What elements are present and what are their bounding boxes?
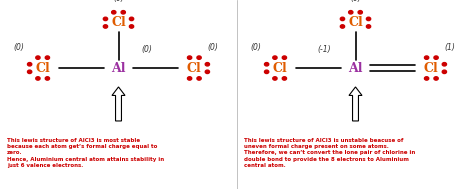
Circle shape — [366, 17, 371, 21]
Text: Al: Al — [111, 62, 126, 74]
Circle shape — [442, 63, 447, 66]
Circle shape — [282, 77, 286, 80]
Text: Cl: Cl — [111, 16, 126, 29]
Text: Cl: Cl — [35, 62, 50, 74]
Text: (0): (0) — [251, 43, 261, 52]
Circle shape — [348, 11, 353, 14]
Circle shape — [340, 25, 345, 28]
Circle shape — [187, 56, 191, 59]
Circle shape — [273, 56, 277, 59]
Circle shape — [340, 17, 345, 21]
Circle shape — [36, 56, 40, 59]
Circle shape — [103, 25, 108, 28]
Circle shape — [197, 77, 201, 80]
FancyArrow shape — [349, 87, 362, 121]
Circle shape — [273, 77, 277, 80]
Text: Cl: Cl — [348, 16, 363, 29]
Circle shape — [45, 56, 49, 59]
Circle shape — [358, 11, 362, 14]
Text: (0): (0) — [350, 0, 361, 3]
Text: Al: Al — [348, 62, 363, 74]
Text: (0): (0) — [208, 43, 219, 52]
Text: Cl: Cl — [424, 62, 439, 74]
Circle shape — [264, 70, 269, 74]
Circle shape — [103, 17, 108, 21]
Circle shape — [27, 70, 32, 74]
Circle shape — [129, 25, 134, 28]
Circle shape — [282, 56, 286, 59]
Text: (0): (0) — [142, 45, 152, 54]
Text: This lewis structure of AlCl3 is unstable beacuse of
uneven formal charge presen: This lewis structure of AlCl3 is unstabl… — [244, 138, 415, 168]
Circle shape — [111, 11, 116, 14]
Circle shape — [442, 70, 447, 74]
Circle shape — [434, 77, 438, 80]
Text: Cl: Cl — [272, 62, 287, 74]
Circle shape — [121, 11, 125, 14]
Circle shape — [197, 56, 201, 59]
Circle shape — [425, 77, 428, 80]
Text: (0): (0) — [14, 43, 24, 52]
Circle shape — [129, 17, 134, 21]
Circle shape — [27, 63, 32, 66]
Text: (0): (0) — [113, 0, 124, 3]
Text: This lewis structure of AlCl3 is most stable
because each atom get’s formal char: This lewis structure of AlCl3 is most st… — [7, 138, 164, 168]
Circle shape — [434, 56, 438, 59]
Text: Cl: Cl — [187, 62, 202, 74]
Circle shape — [36, 77, 40, 80]
Circle shape — [425, 56, 428, 59]
Circle shape — [205, 70, 210, 74]
FancyArrow shape — [112, 87, 125, 121]
Text: (-1): (-1) — [318, 45, 331, 54]
Circle shape — [205, 63, 210, 66]
Circle shape — [264, 63, 269, 66]
Circle shape — [45, 77, 49, 80]
Text: (1): (1) — [445, 43, 456, 52]
Circle shape — [366, 25, 371, 28]
Circle shape — [187, 77, 191, 80]
